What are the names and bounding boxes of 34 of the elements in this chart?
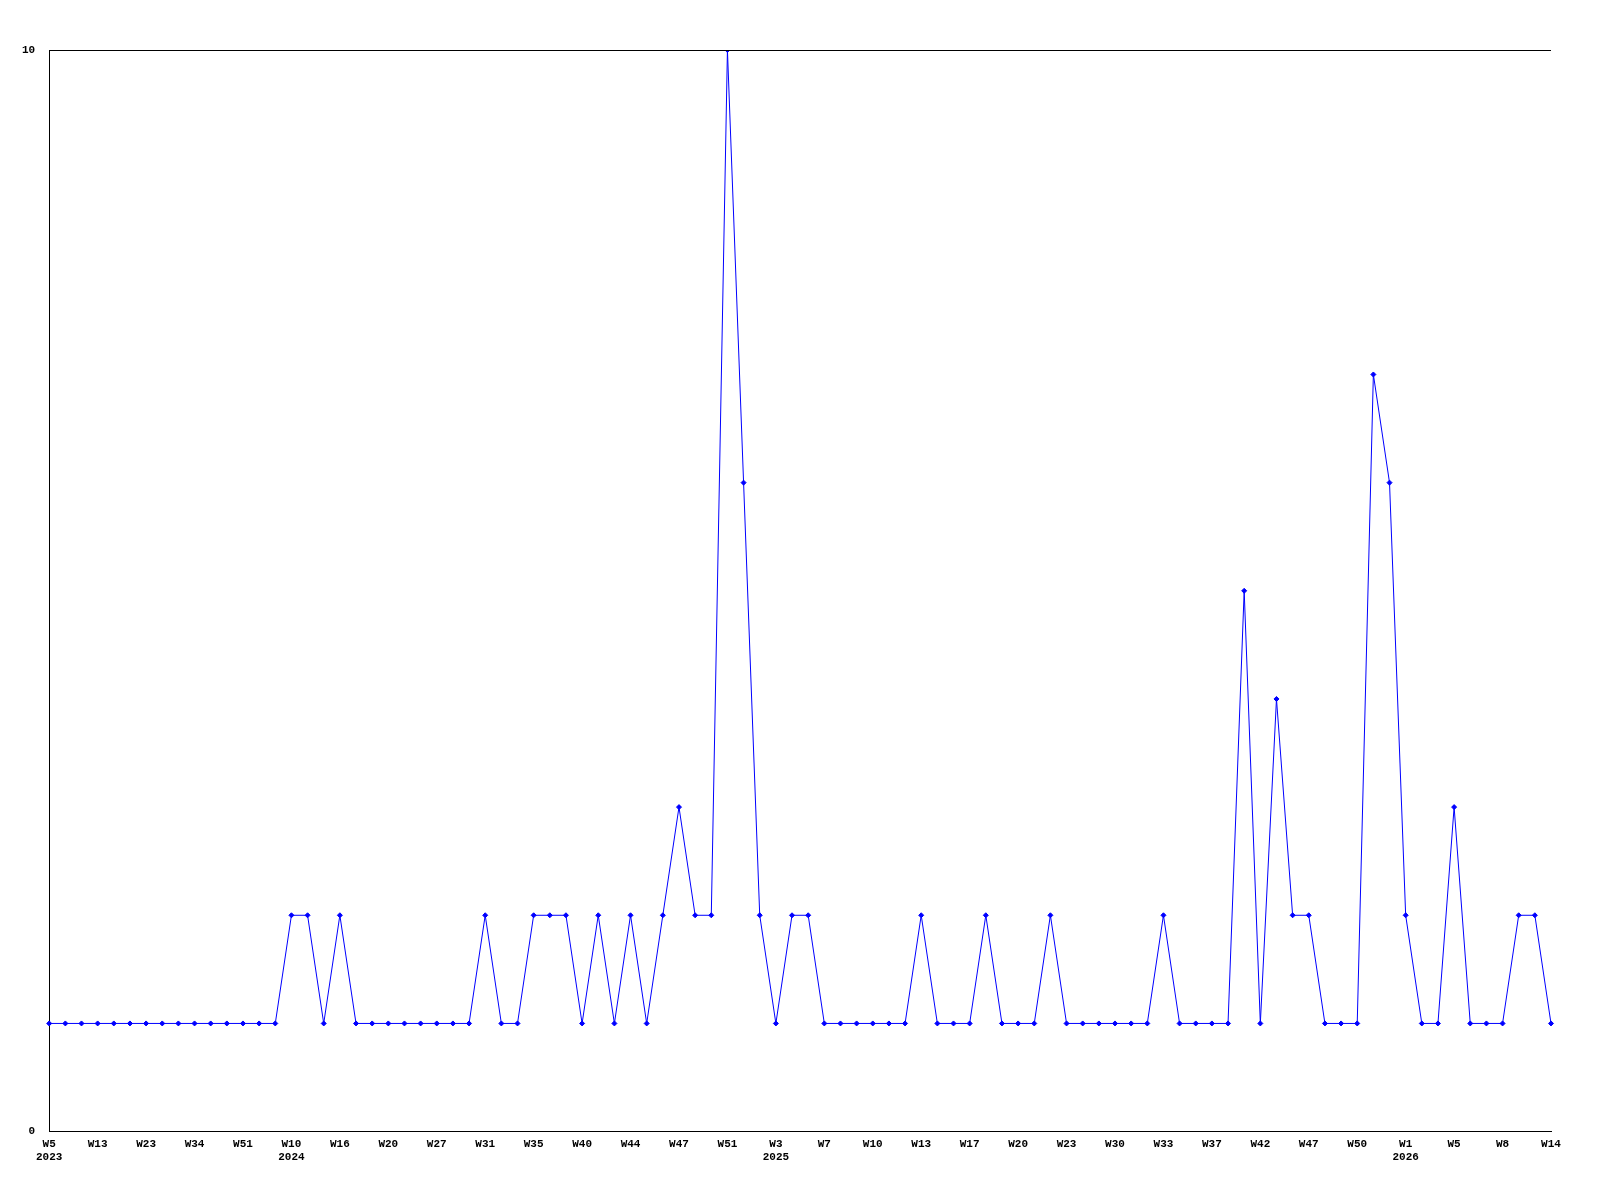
x-tick-label: W35: [523, 1137, 544, 1150]
x-tick-label: W47: [669, 1137, 689, 1150]
x-tick-label: W8: [1495, 1137, 1510, 1150]
x-tick-label: W44: [620, 1137, 641, 1150]
x-tick-label: W3 2025: [762, 1137, 790, 1164]
x-tick-label: W20: [378, 1137, 399, 1150]
y-tick-label: 0: [28, 1125, 36, 1138]
x-tick-label: W10 2024: [278, 1137, 306, 1164]
x-tick-label: W30: [1105, 1137, 1125, 1150]
x-tick-label: W17: [959, 1137, 980, 1150]
x-tick-label: W1 2026: [1392, 1137, 1419, 1164]
x-tick-label: W42: [1250, 1137, 1271, 1150]
x-tick-label: W5 2023: [36, 1137, 63, 1164]
x-tick-label: W47: [1298, 1137, 1319, 1150]
x-tick-label: W5: [1447, 1137, 1462, 1150]
x-tick-label: W23: [1056, 1137, 1077, 1150]
x-tick-label: W27: [426, 1137, 447, 1150]
x-tick-label: W13: [911, 1137, 932, 1150]
x-tick-label: W13: [87, 1137, 108, 1150]
x-tick-label: W40: [572, 1137, 592, 1150]
x-tick-label: W14: [1541, 1137, 1562, 1150]
x-tick-label: W23: [136, 1137, 157, 1150]
x-tick-label: W37: [1201, 1137, 1222, 1150]
x-tick-label: W34: [184, 1137, 205, 1150]
x-tick-label: W16: [329, 1137, 350, 1150]
y-tick-label: 10: [22, 43, 36, 56]
x-tick-label: W31: [475, 1137, 496, 1150]
x-tick-label: W51: [233, 1137, 254, 1150]
x-tick-label: W50: [1347, 1137, 1368, 1150]
x-tick-label: W20: [1008, 1137, 1029, 1150]
x-tick-label: W10: [862, 1137, 883, 1150]
x-tick-label: W7: [817, 1137, 831, 1150]
x-tick-label: W33: [1153, 1137, 1174, 1150]
x-tick-label: W51: [717, 1137, 738, 1150]
